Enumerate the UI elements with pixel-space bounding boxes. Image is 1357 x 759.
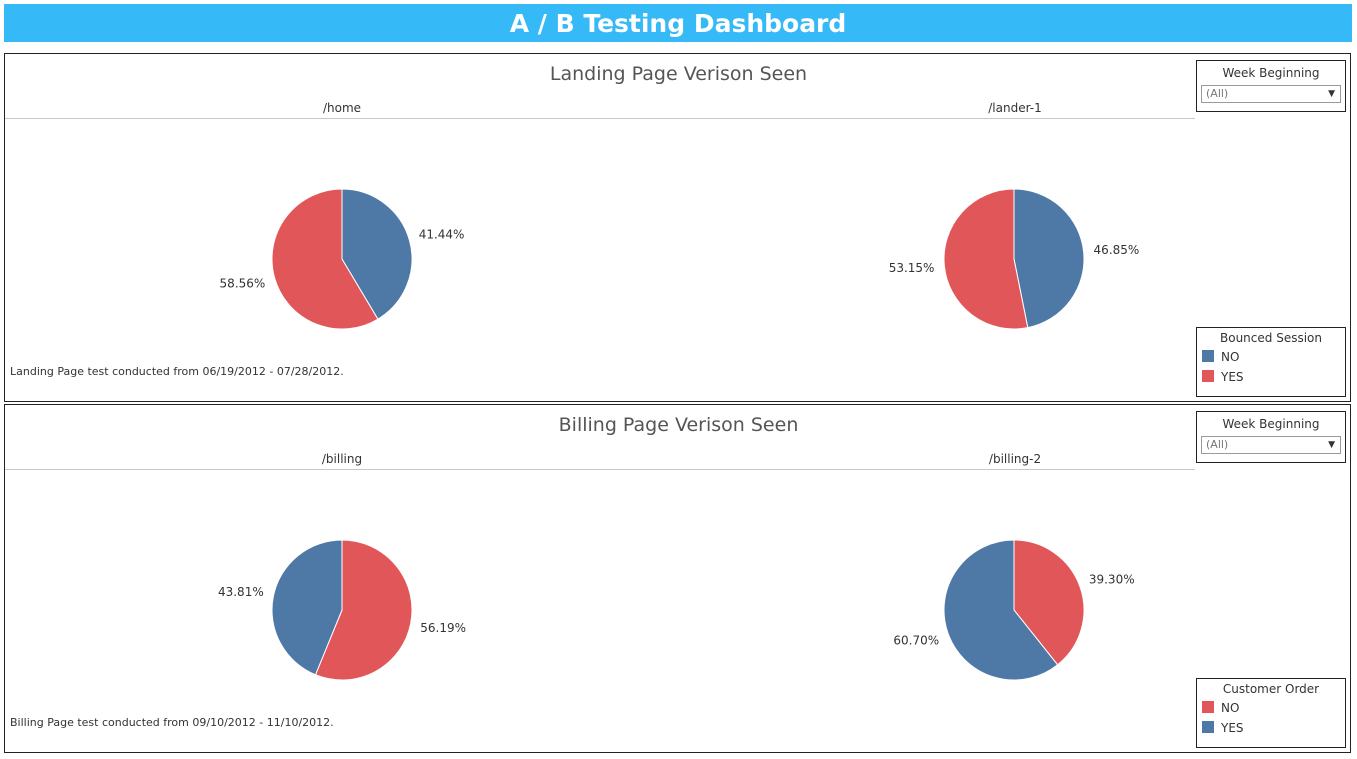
legend-swatch-icon (1202, 721, 1214, 733)
billing-panel-title-text: Billing Page Verison Seen (558, 414, 799, 436)
pie-label-home: /home (322, 101, 362, 115)
dropdown-arrow-icon[interactable]: ▼ (1328, 440, 1335, 450)
bounced-session-legend: Bounced Session NO YES (1196, 327, 1346, 397)
legend-swatch-icon (1202, 350, 1214, 362)
legend-item-yes[interactable]: YES (1202, 370, 1244, 384)
pie-chart-billing-2: 39.30% 60.70% (893, 539, 1135, 681)
pie-slice-no[interactable] (1013, 539, 1085, 666)
dashboard-title: A / B Testing Dashboard (4, 4, 1352, 42)
pie-chart-billing: 56.19% 43.81% (218, 539, 466, 681)
legend-title: Bounced Session (1220, 331, 1322, 345)
legend-swatch-icon (1202, 370, 1214, 382)
legend-item-yes[interactable]: YES (1202, 721, 1244, 735)
pie-slice-no[interactable] (1013, 188, 1085, 329)
dropdown-arrow-icon[interactable]: ▼ (1328, 89, 1335, 99)
filter-title: Week Beginning (1222, 417, 1320, 431)
billing-panel-title: Billing Page Verison Seen (5, 414, 1352, 436)
billing-panel: Billing Page Verison Seen /billing /bill… (4, 404, 1351, 753)
pie-slice-label: 58.56% (220, 276, 266, 290)
landing-panel-title: Landing Page Verison Seen (5, 63, 1352, 85)
landing-panel-title-text: Landing Page Verison Seen (549, 63, 808, 85)
pie-slice-label: 46.85% (1094, 243, 1140, 257)
pie-slice-yes[interactable] (943, 188, 1029, 330)
pie-slice-label: 60.70% (893, 633, 939, 647)
legend-swatch-icon (1202, 701, 1214, 713)
legend-item-label: YES (1221, 721, 1244, 735)
pie-slice-label: 41.44% (419, 228, 465, 242)
header-divider (5, 469, 1195, 470)
header-divider (5, 118, 1195, 119)
pie-label-lander-1: /lander-1 (988, 101, 1042, 115)
landing-footnote: Landing Page test conducted from 06/19/2… (10, 365, 344, 378)
pie-chart-lander-1: 46.85% 53.15% (889, 188, 1139, 330)
legend-item-no[interactable]: NO (1202, 701, 1239, 715)
pie-slice-label: 39.30% (1089, 573, 1135, 587)
legend-title: Customer Order (1222, 682, 1320, 696)
legend-item-label: NO (1221, 350, 1240, 364)
pie-label-billing-2: /billing-2 (988, 452, 1042, 466)
landing-week-filter: Week Beginning (All) ▼ (1196, 60, 1346, 112)
customer-order-legend: Customer Order NO YES (1196, 678, 1346, 748)
dropdown-value: (All) (1206, 438, 1229, 451)
filter-title: Week Beginning (1222, 66, 1320, 80)
pie-slice-no[interactable] (341, 188, 413, 320)
billing-footnote: Billing Page test conducted from 09/10/2… (10, 716, 334, 729)
pie-slice-label: 43.81% (218, 585, 264, 599)
week-beginning-dropdown[interactable]: (All) ▼ (1201, 85, 1341, 103)
legend-item-label: NO (1221, 701, 1240, 715)
legend-item-no[interactable]: NO (1202, 350, 1239, 364)
billing-week-filter: Week Beginning (All) ▼ (1196, 411, 1346, 463)
pie-slice-yes[interactable] (943, 539, 1059, 681)
legend-item-label: YES (1221, 370, 1244, 384)
pie-slice-label: 56.19% (420, 621, 466, 635)
pie-slice-label: 53.15% (889, 261, 935, 275)
pie-slice-yes[interactable] (271, 539, 343, 676)
pie-label-billing: /billing (321, 452, 363, 466)
pie-slice-no[interactable] (314, 539, 413, 681)
pie-chart-home: 41.44% 58.56% (220, 188, 464, 330)
pie-slice-yes[interactable] (271, 188, 379, 330)
dropdown-value: (All) (1206, 87, 1229, 100)
week-beginning-dropdown[interactable]: (All) ▼ (1201, 436, 1341, 454)
landing-panel: Landing Page Verison Seen /home /lander-… (4, 53, 1351, 402)
